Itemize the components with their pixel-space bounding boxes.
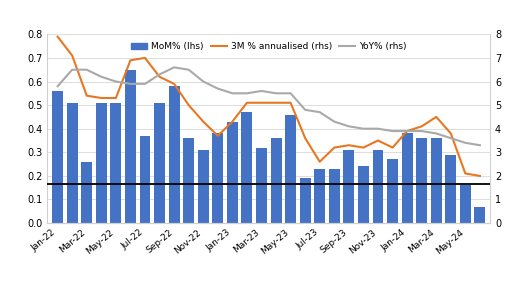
Bar [256,148,267,223]
Bar [52,91,63,223]
Bar [329,169,340,223]
Bar [96,103,107,223]
Bar [198,150,209,223]
Bar [227,122,238,223]
Bar [81,162,92,223]
Bar [431,138,442,223]
Bar [344,150,354,223]
Bar [111,103,121,223]
Bar [387,159,398,223]
Bar [140,136,150,223]
Bar [445,155,456,223]
Bar [358,166,369,223]
Legend: MoM% (lhs), 3M % annualised (rhs), YoY% (rhs): MoM% (lhs), 3M % annualised (rhs), YoY% … [128,39,410,55]
Bar [67,103,77,223]
Bar [212,133,223,223]
Bar [285,115,296,223]
Bar [416,138,427,223]
Bar [373,150,384,223]
Bar [183,138,194,223]
Bar [474,206,485,223]
Bar [125,70,136,223]
Bar [402,133,413,223]
Bar [300,178,310,223]
Bar [460,185,471,223]
Bar [270,138,281,223]
Bar [169,86,180,223]
Bar [154,103,165,223]
Bar [241,112,252,223]
Bar [314,169,325,223]
